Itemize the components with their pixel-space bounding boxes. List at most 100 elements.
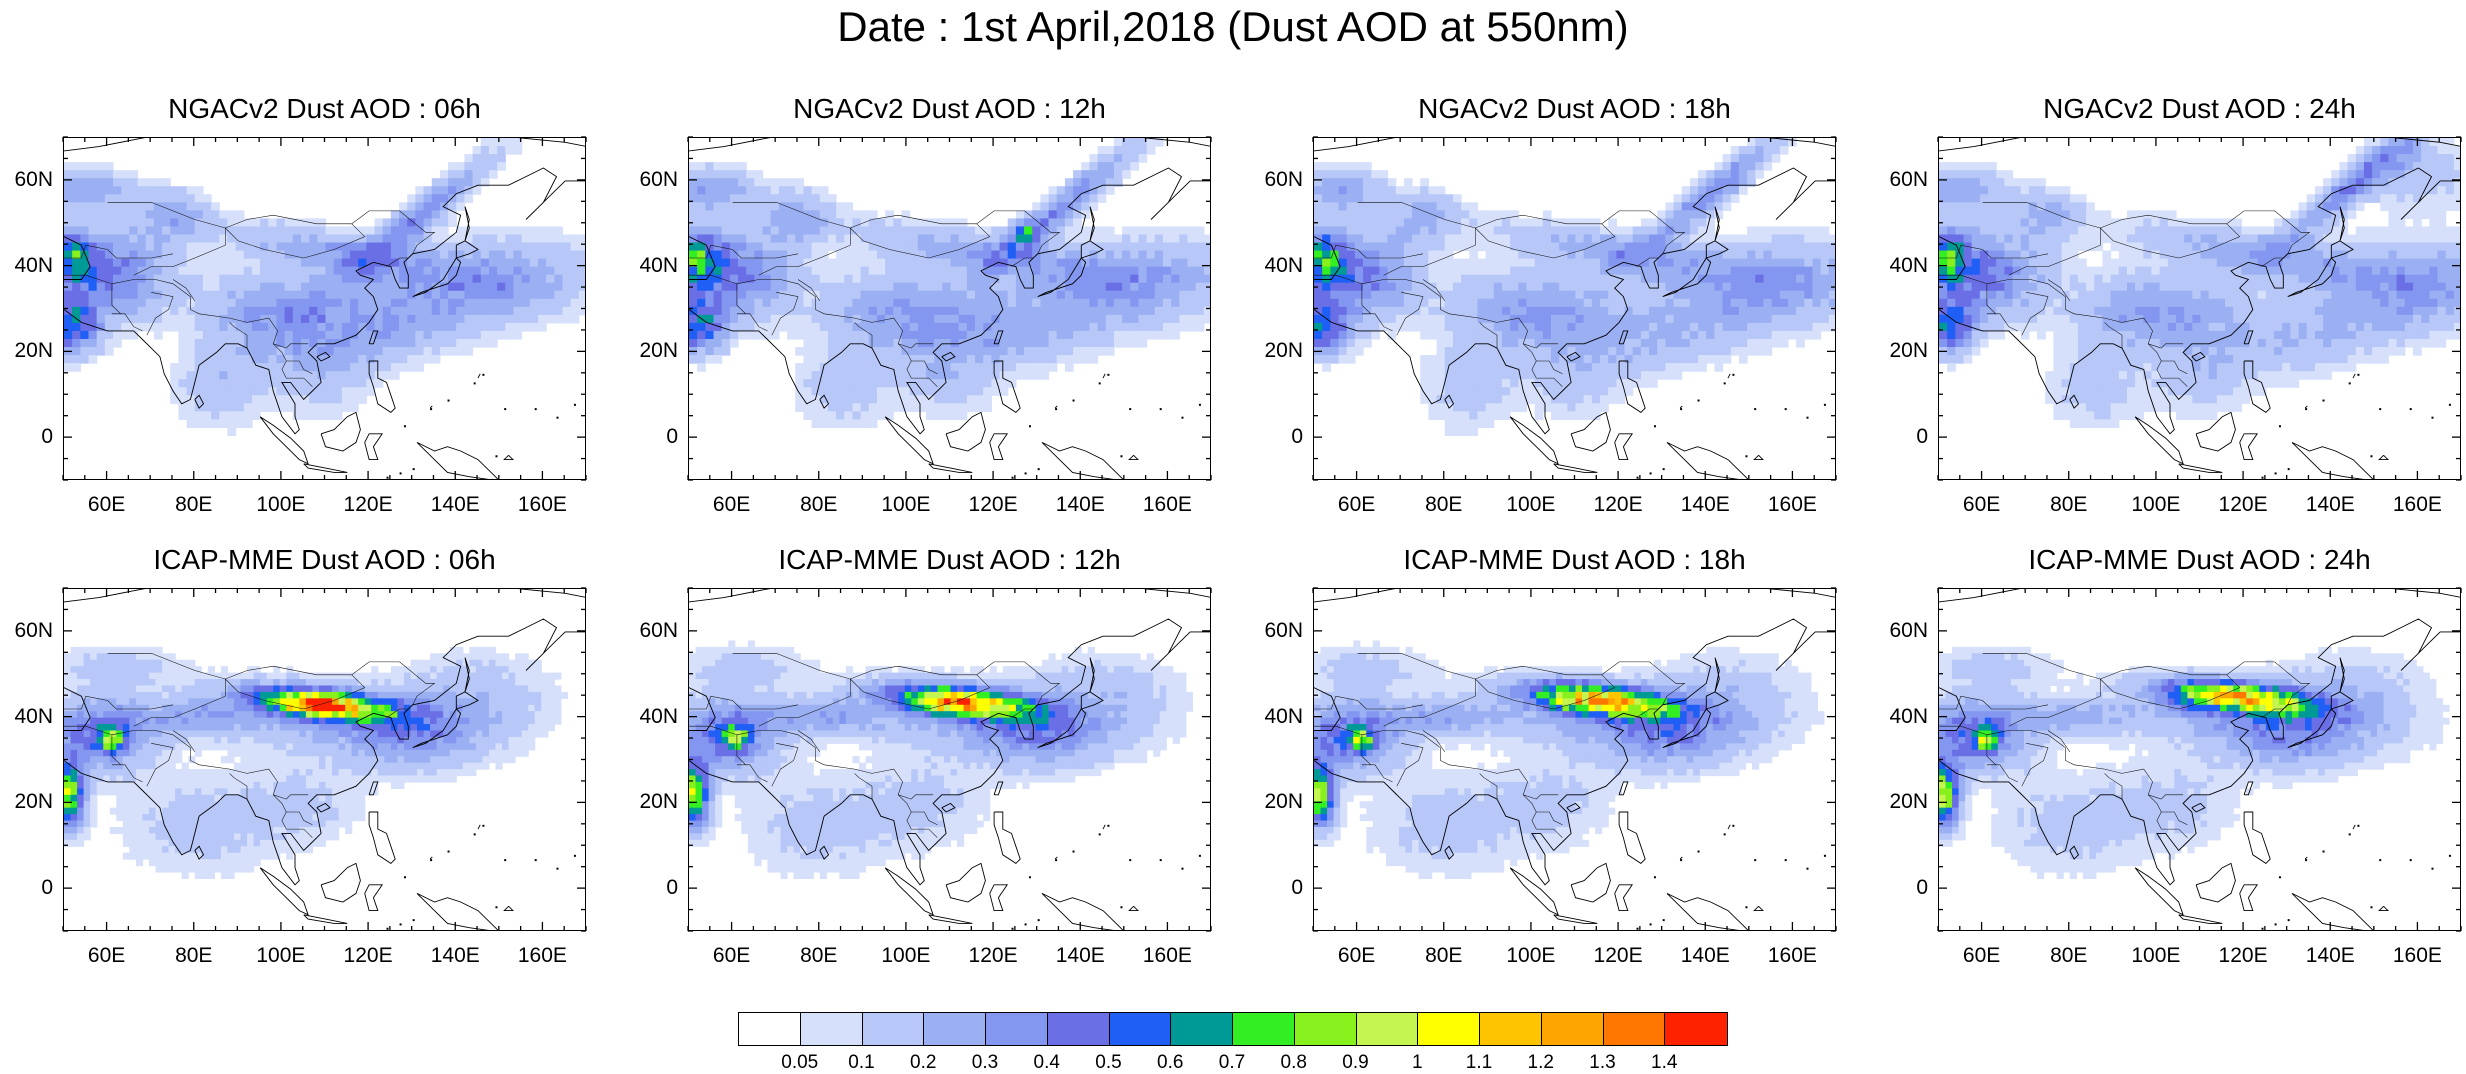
- y-tick-label: 0: [1253, 877, 1303, 899]
- x-tick-label: 160E: [2382, 494, 2452, 516]
- x-tick-label: 140E: [420, 494, 490, 516]
- panel-title: ICAP-MME Dust AOD : 24h: [1878, 543, 2466, 577]
- panel-title: ICAP-MME Dust AOD : 06h: [3, 543, 646, 577]
- y-tick-label: 20N: [628, 791, 678, 813]
- x-tick-label: 140E: [1670, 494, 1740, 516]
- y-tick-label: 20N: [1253, 340, 1303, 362]
- colorbar-swatch: [923, 1012, 986, 1046]
- y-tick-label: 20N: [3, 791, 53, 813]
- x-tick-label: 160E: [1132, 945, 1202, 967]
- x-tick-label: 100E: [1496, 494, 1566, 516]
- y-tick-label: 60N: [1253, 620, 1303, 642]
- y-tick-label: 0: [628, 877, 678, 899]
- x-tick-label: 140E: [1670, 945, 1740, 967]
- x-tick-label: 160E: [1132, 494, 1202, 516]
- colorbar-swatch: [800, 1012, 863, 1046]
- x-tick-label: 60E: [72, 494, 142, 516]
- x-tick-label: 100E: [246, 945, 316, 967]
- x-tick-label: 80E: [784, 945, 854, 967]
- y-tick-label: 40N: [1878, 706, 1928, 728]
- y-tick-label: 60N: [3, 169, 53, 191]
- panel-title: NGACv2 Dust AOD : 18h: [1253, 92, 1896, 126]
- map-axes: [1313, 588, 1836, 931]
- x-tick-label: 120E: [333, 945, 403, 967]
- map-axes: [688, 588, 1211, 931]
- x-tick-label: 140E: [420, 945, 490, 967]
- y-tick-label: 0: [3, 426, 53, 448]
- x-tick-label: 80E: [784, 494, 854, 516]
- y-tick-label: 40N: [3, 255, 53, 277]
- x-tick-label: 80E: [2034, 945, 2104, 967]
- colorbar-swatch: [1603, 1012, 1666, 1046]
- y-tick-label: 40N: [1878, 255, 1928, 277]
- y-tick-label: 0: [1253, 426, 1303, 448]
- y-tick-label: 40N: [1253, 706, 1303, 728]
- x-tick-label: 160E: [507, 494, 577, 516]
- y-tick-label: 60N: [628, 169, 678, 191]
- map-axes: [63, 588, 586, 931]
- x-tick-label: 120E: [2208, 494, 2278, 516]
- x-tick-label: 160E: [1757, 494, 1827, 516]
- y-tick-label: 60N: [1878, 169, 1928, 191]
- colorbar-swatch: [1170, 1012, 1233, 1046]
- y-tick-label: 40N: [3, 706, 53, 728]
- panel-title: NGACv2 Dust AOD : 12h: [628, 92, 1271, 126]
- x-tick-label: 120E: [958, 945, 1028, 967]
- y-tick-label: 20N: [1878, 340, 1928, 362]
- y-tick-label: 20N: [3, 340, 53, 362]
- x-tick-label: 100E: [246, 494, 316, 516]
- y-tick-label: 60N: [1878, 620, 1928, 642]
- colorbar-swatch: [1479, 1012, 1542, 1046]
- x-tick-label: 80E: [159, 494, 229, 516]
- y-tick-label: 40N: [628, 706, 678, 728]
- x-tick-label: 100E: [2121, 945, 2191, 967]
- colorbar-swatch: [1356, 1012, 1419, 1046]
- map-axes: [688, 137, 1211, 480]
- x-tick-label: 80E: [1409, 945, 1479, 967]
- x-tick-label: 60E: [1322, 945, 1392, 967]
- colorbar-swatch: [985, 1012, 1048, 1046]
- y-tick-label: 60N: [1253, 169, 1303, 191]
- x-tick-label: 60E: [697, 945, 767, 967]
- y-tick-label: 60N: [3, 620, 53, 642]
- colorbar: [738, 1012, 1726, 1046]
- x-tick-label: 120E: [1583, 494, 1653, 516]
- colorbar-swatch: [862, 1012, 925, 1046]
- colorbar-swatch: [1294, 1012, 1357, 1046]
- x-tick-label: 100E: [871, 494, 941, 516]
- colorbar-swatch: [1664, 1012, 1727, 1046]
- x-tick-label: 60E: [1322, 494, 1392, 516]
- x-tick-label: 140E: [1045, 494, 1115, 516]
- x-tick-label: 140E: [2295, 945, 2365, 967]
- y-tick-label: 40N: [628, 255, 678, 277]
- x-tick-label: 80E: [1409, 494, 1479, 516]
- x-tick-label: 100E: [2121, 494, 2191, 516]
- y-tick-label: 40N: [1253, 255, 1303, 277]
- map-axes: [1938, 137, 2461, 480]
- x-tick-label: 60E: [1947, 494, 2017, 516]
- y-tick-label: 60N: [628, 620, 678, 642]
- x-tick-label: 140E: [2295, 494, 2365, 516]
- x-tick-label: 60E: [697, 494, 767, 516]
- x-tick-label: 60E: [1947, 945, 2017, 967]
- panel-title: ICAP-MME Dust AOD : 18h: [1253, 543, 1896, 577]
- panel-title: NGACv2 Dust AOD : 24h: [1878, 92, 2466, 126]
- colorbar-swatch: [1541, 1012, 1604, 1046]
- x-tick-label: 100E: [871, 945, 941, 967]
- x-tick-label: 160E: [2382, 945, 2452, 967]
- x-tick-label: 120E: [333, 494, 403, 516]
- x-tick-label: 160E: [1757, 945, 1827, 967]
- y-tick-label: 0: [1878, 426, 1928, 448]
- y-tick-label: 20N: [1878, 791, 1928, 813]
- x-tick-label: 120E: [958, 494, 1028, 516]
- figure-title: Date : 1st April,2018 (Dust AOD at 550nm…: [0, 2, 2466, 52]
- x-tick-label: 120E: [2208, 945, 2278, 967]
- x-tick-label: 100E: [1496, 945, 1566, 967]
